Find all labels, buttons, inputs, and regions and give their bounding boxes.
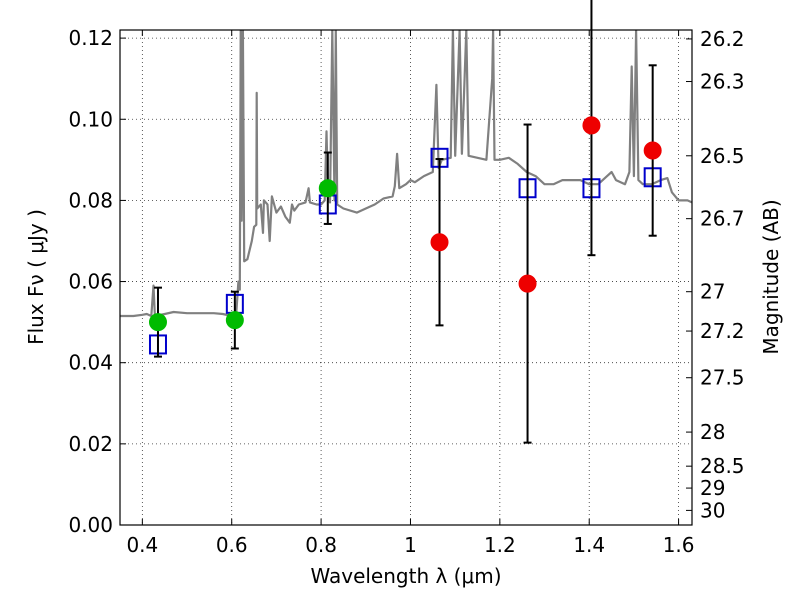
detected-data-point (318, 179, 337, 198)
y-tick-label: 0.12 (68, 26, 113, 50)
model-spectrum-line (120, 30, 692, 318)
x-axis-title: Wavelength λ (μm) (310, 564, 501, 588)
x-tick-label: 1 (404, 533, 417, 557)
magnitude-tick-label: 27 (700, 280, 725, 304)
y-tick-label: 0.10 (68, 107, 113, 131)
low-sn-data-point (582, 116, 601, 135)
x-tick-label: 1.2 (484, 533, 516, 557)
magnitude-tick-label: 26.3 (700, 70, 745, 94)
y-tick-label: 0.04 (68, 351, 113, 375)
right-axis-title: Magnitude (AB) (759, 199, 783, 354)
x-tick-label: 0.4 (126, 533, 158, 557)
x-tick-label: 0.6 (216, 533, 248, 557)
x-tick-label: 1.6 (663, 533, 695, 557)
y-axis-title: Flux Fν ( μJy ) (24, 209, 48, 345)
y-tick-label: 0.00 (68, 513, 113, 537)
magnitude-tick-label: 29 (700, 476, 725, 500)
detected-data-point (225, 311, 244, 330)
magnitude-tick-label: 30 (700, 498, 725, 522)
magnitude-tick-label: 26.7 (700, 207, 745, 231)
magnitude-tick-label: 28 (700, 420, 725, 444)
y-tick-label: 0.02 (68, 432, 113, 456)
plot-area (120, 30, 692, 318)
y-tick-label: 0.06 (68, 270, 113, 294)
low-sn-data-point (518, 274, 537, 293)
magnitude-tick-label: 27.2 (700, 319, 745, 343)
magnitude-tick-label: 26.5 (700, 144, 745, 168)
data-markers (148, 0, 662, 444)
magnitude-tick-label: 28.5 (700, 454, 745, 478)
x-tick-label: 1.4 (573, 533, 605, 557)
low-sn-data-point (430, 233, 449, 252)
magnitude-tick-label: 27.5 (700, 366, 745, 390)
x-tick-label: 0.8 (305, 533, 337, 557)
y-tick-label: 0.08 (68, 188, 113, 212)
plot-frame (119, 29, 693, 526)
magnitude-tick-label: 26.2 (700, 27, 745, 51)
axes: 0.4 0.6 0.8 1 1.2 1.4 1.6 0.00 0.02 0.04 0.06 0.08 0… (68, 26, 744, 557)
detected-data-point (148, 313, 167, 332)
low-sn-data-point (643, 141, 662, 160)
